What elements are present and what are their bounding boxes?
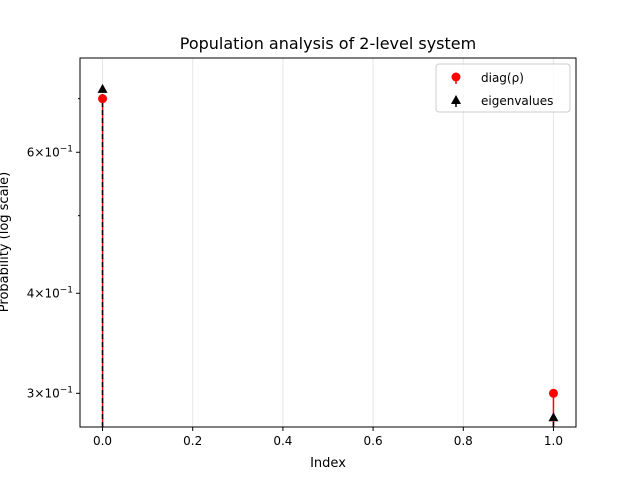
x-tick-label: 0.6 bbox=[364, 434, 383, 448]
x-tick-label: 0.8 bbox=[454, 434, 473, 448]
legend-label: eigenvalues bbox=[481, 94, 553, 108]
legend-marker bbox=[451, 72, 461, 82]
y-tick-label: 6×10−1 bbox=[27, 144, 73, 159]
legend-marker bbox=[451, 95, 461, 104]
x-tick-label: 1.0 bbox=[544, 434, 563, 448]
x-tick-label: 0.2 bbox=[183, 434, 202, 448]
data-point-triangle bbox=[548, 412, 559, 422]
legend: diag(ρ) eigenvalues bbox=[435, 63, 571, 113]
y-axis-ticks: 3×10−1 4×10−1 6×10−1 bbox=[27, 98, 80, 400]
x-tick-label: 0.4 bbox=[273, 434, 292, 448]
data-point-circle bbox=[548, 388, 558, 398]
x-axis-label: Index bbox=[310, 456, 346, 471]
legend-label: diag(ρ) bbox=[481, 71, 524, 85]
y-tick-label: 3×10−1 bbox=[27, 385, 73, 400]
data-point-triangle bbox=[97, 83, 108, 93]
data-markers bbox=[97, 83, 559, 422]
y-tick-label: 4×10−1 bbox=[27, 285, 73, 300]
plot-frame bbox=[79, 57, 577, 428]
data-point-circle bbox=[98, 94, 108, 104]
y-axis-label: Probability (log scale) bbox=[0, 172, 12, 312]
chart-title: Population analysis of 2-level system bbox=[180, 34, 476, 53]
legend-box bbox=[435, 63, 571, 113]
x-tick-label: 0.0 bbox=[93, 434, 112, 448]
x-axis-ticks: 0.0 0.2 0.4 0.6 0.8 1.0 bbox=[93, 427, 563, 448]
